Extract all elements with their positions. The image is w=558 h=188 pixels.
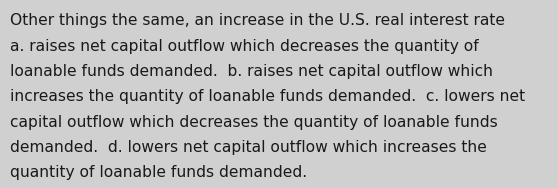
Text: a. raises net capital outflow which decreases the quantity of: a. raises net capital outflow which decr… (10, 39, 479, 54)
Text: capital outflow which decreases the quantity of loanable funds: capital outflow which decreases the quan… (10, 115, 498, 130)
Text: quantity of loanable funds demanded.: quantity of loanable funds demanded. (10, 165, 307, 180)
Text: loanable funds demanded.  b. raises net capital outflow which: loanable funds demanded. b. raises net c… (10, 64, 493, 79)
Text: Other things the same, an increase in the U.S. real interest rate: Other things the same, an increase in th… (10, 13, 505, 28)
Text: demanded.  d. lowers net capital outflow which increases the: demanded. d. lowers net capital outflow … (10, 140, 487, 155)
Text: increases the quantity of loanable funds demanded.  c. lowers net: increases the quantity of loanable funds… (10, 89, 525, 104)
